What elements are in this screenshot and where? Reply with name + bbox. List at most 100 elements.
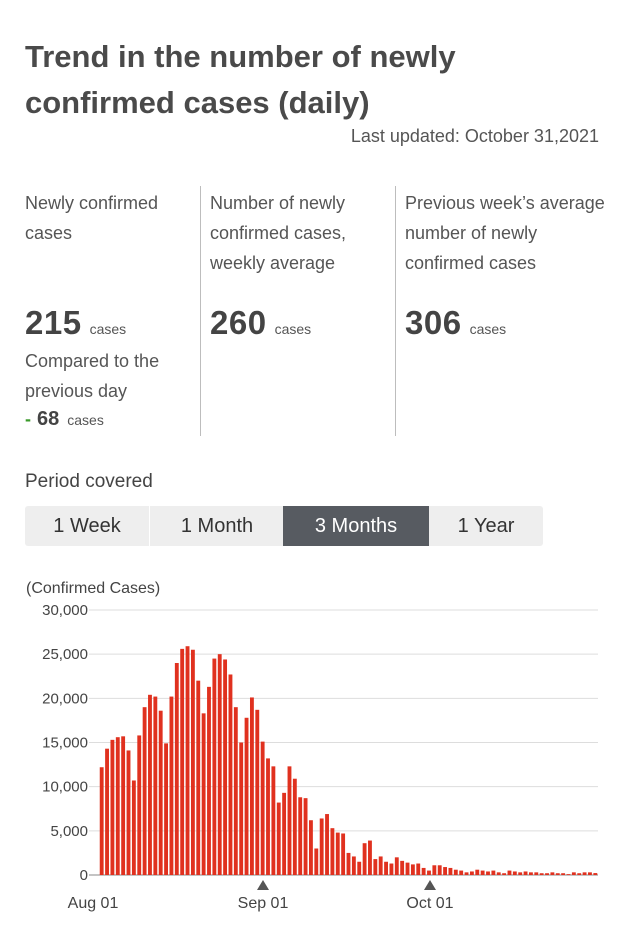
period-tabs: 1 Week 1 Month 3 Months 1 Year <box>25 506 543 546</box>
bar <box>319 818 324 875</box>
bar <box>217 654 222 875</box>
stats-panel: Newly confirmed cases 215 cases Compared … <box>0 186 630 436</box>
bar <box>303 798 308 875</box>
chart-title: Trend in the number of newly confirmed c… <box>25 39 456 120</box>
bar <box>469 871 474 875</box>
bar <box>223 659 228 875</box>
tab-1-month[interactable]: 1 Month <box>149 506 284 546</box>
bar <box>212 658 217 875</box>
bar <box>448 867 453 875</box>
bar <box>368 840 372 875</box>
bar <box>357 861 362 875</box>
bar <box>512 871 517 875</box>
x-tick-label: Aug 01 <box>68 895 119 912</box>
stat-value-row: 306 cases <box>405 304 506 342</box>
x-tick-label: Sep 01 <box>238 895 289 912</box>
bar <box>287 766 292 875</box>
bar <box>545 873 549 875</box>
bar <box>292 778 297 875</box>
bar <box>362 843 367 875</box>
delta-value: 68 <box>37 408 60 430</box>
bar <box>561 873 566 875</box>
bar <box>534 872 539 875</box>
bar <box>335 832 340 875</box>
stat-value: 260 <box>210 304 267 341</box>
compare-label: Compared to the previous day <box>25 351 160 401</box>
bar <box>276 802 281 875</box>
bar <box>126 750 131 875</box>
stat-label: Newly confirmed cases <box>25 193 159 243</box>
bar <box>593 873 598 875</box>
stat-label: Previous week’s average number of newly … <box>405 193 605 273</box>
bar <box>190 649 195 875</box>
y-tick-label: 10,000 <box>42 779 88 796</box>
bar <box>249 697 254 875</box>
bar <box>121 736 126 875</box>
stat-value: 306 <box>405 304 462 341</box>
tab-3-months[interactable]: 3 Months <box>283 506 429 546</box>
bar <box>566 874 571 875</box>
bar <box>131 780 136 875</box>
bar <box>571 872 576 875</box>
y-tick-label: 15,000 <box>42 735 88 752</box>
x-tick-marker <box>257 880 269 890</box>
bar <box>373 859 378 875</box>
bar <box>480 870 485 875</box>
bar <box>378 856 383 875</box>
bar <box>491 870 496 875</box>
tab-1-year[interactable]: 1 Year <box>457 515 515 537</box>
bar <box>550 872 555 875</box>
bar <box>582 872 587 875</box>
bar <box>282 792 287 875</box>
tab-1-week[interactable]: 1 Week <box>53 515 121 537</box>
bar <box>196 680 201 875</box>
stat-value-row: 260 cases <box>210 304 311 342</box>
bar <box>405 862 410 875</box>
bar <box>169 696 174 875</box>
bar <box>421 867 426 875</box>
bar <box>443 867 448 875</box>
bar <box>529 872 533 875</box>
stat-value: 215 <box>25 304 82 341</box>
bar <box>400 860 405 875</box>
bar <box>298 797 303 875</box>
bar <box>432 865 437 875</box>
bar <box>330 828 335 875</box>
bar <box>346 852 351 875</box>
y-tick-label: 25,000 <box>42 646 88 663</box>
bar <box>105 748 109 875</box>
bar <box>459 870 464 875</box>
bar <box>577 873 582 875</box>
bar <box>233 707 238 875</box>
bar <box>271 766 276 875</box>
stat-unit: cases <box>89 321 127 337</box>
y-axis-title: (Confirmed Cases) <box>26 580 161 597</box>
bar <box>244 717 249 875</box>
bar <box>394 857 399 875</box>
delta-row: -68 cases <box>25 408 104 431</box>
bar <box>475 869 480 875</box>
bar <box>153 696 158 875</box>
bar <box>416 863 421 875</box>
bar <box>255 709 260 875</box>
bar <box>110 739 115 875</box>
bar <box>314 848 319 875</box>
period-covered-label: Period covered <box>25 471 153 492</box>
x-tick-marker <box>424 880 436 890</box>
bar <box>142 707 147 875</box>
y-tick-label: 20,000 <box>42 690 88 707</box>
stat-label: Number of newly confirmed cases, weekly … <box>210 193 347 273</box>
bar <box>389 863 394 875</box>
bar <box>496 872 501 875</box>
bar <box>341 833 346 875</box>
y-tick-label: 0 <box>80 867 88 884</box>
bar <box>239 742 244 875</box>
bar <box>185 646 190 875</box>
stat-value-row: 215 cases <box>25 304 126 342</box>
bar <box>260 741 265 875</box>
bar <box>518 872 523 875</box>
bar <box>266 758 270 875</box>
bar <box>309 820 313 875</box>
bar <box>180 648 185 875</box>
